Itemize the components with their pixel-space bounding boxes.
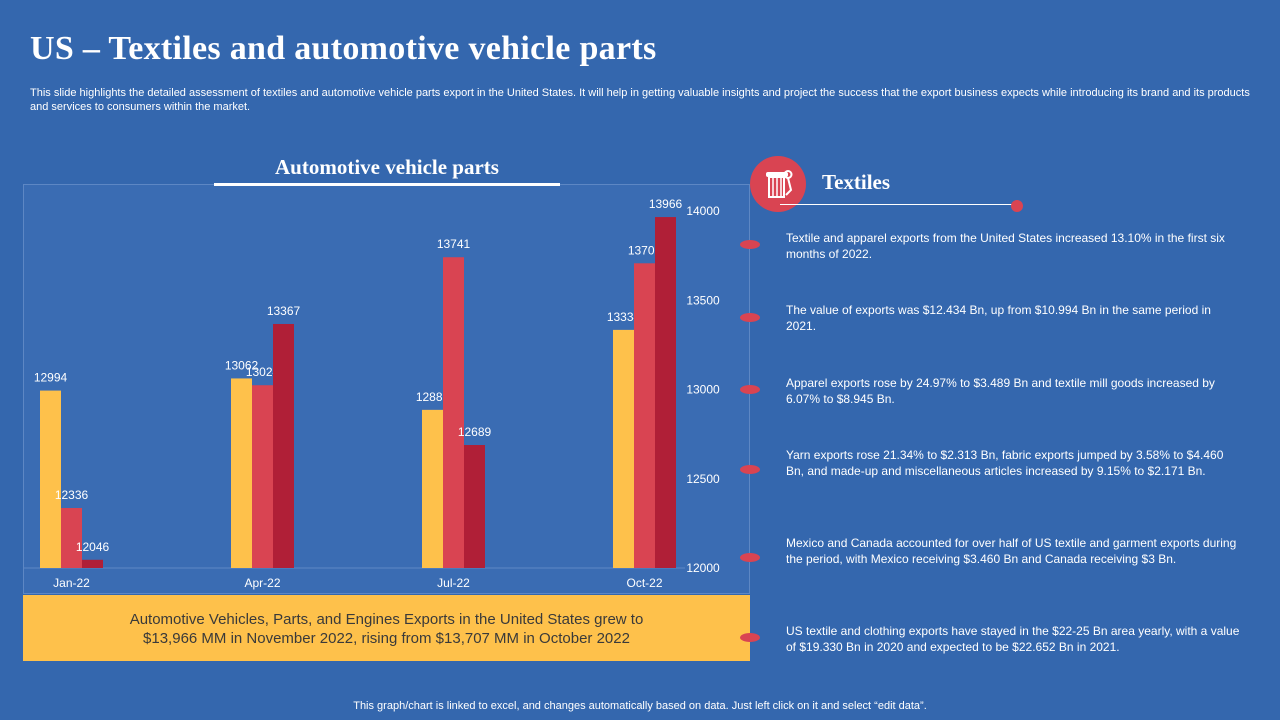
data-label: 12046 [76, 540, 110, 554]
data-label: 12886 [416, 390, 450, 404]
data-label: 12336 [55, 488, 89, 502]
footer-note: This graph/chart is linked to excel, and… [353, 700, 927, 712]
data-label: 13062 [225, 358, 259, 372]
y-tick-label: 14000 [686, 204, 720, 218]
bar [40, 390, 61, 568]
bar [655, 217, 676, 568]
x-tick-label: Oct-22 [626, 576, 662, 590]
bar [231, 378, 252, 568]
data-label: 12689 [458, 425, 492, 439]
bar [252, 385, 273, 568]
bullet-dot [740, 313, 760, 322]
data-label: 13707 [628, 243, 662, 257]
bar [443, 257, 464, 568]
data-label: 13334 [607, 310, 641, 324]
bullet-dot [740, 633, 760, 642]
chart-heading: Automotive vehicle parts [275, 155, 499, 179]
chart-callout: Automotive Vehicles, Parts, and Engines … [23, 595, 750, 661]
data-label: 13367 [267, 304, 301, 318]
textiles-title: Textiles [822, 170, 891, 194]
textiles-point-4: Yarn exports rose 21.34% to $2.313 Bn, f… [786, 448, 1224, 478]
x-tick-label: Jan-22 [53, 576, 90, 590]
bar [634, 263, 655, 568]
bar [273, 323, 294, 568]
data-label: 13024 [246, 365, 280, 379]
bullet-dot [740, 553, 760, 562]
page-title: US – Textiles and automotive vehicle par… [30, 30, 657, 67]
textiles-divider-dot [1011, 200, 1023, 212]
y-tick-label: 13000 [686, 383, 720, 397]
callout-line-2: $13,966 MM in November 2022, rising from… [143, 630, 630, 647]
bullet-dot [740, 240, 760, 249]
x-tick-label: Jul-22 [437, 576, 470, 590]
y-tick-label: 12500 [686, 472, 720, 486]
fabric-roll-icon [766, 170, 793, 198]
callout-line-1: Automotive Vehicles, Parts, and Engines … [129, 611, 644, 628]
bullet-dot [740, 385, 760, 394]
data-label: 13741 [437, 237, 471, 251]
textiles-point-3: Apparel exports rose by 24.97% to $3.489… [786, 376, 1215, 406]
bar [464, 445, 485, 568]
textiles-point-1: Textile and apparel exports from the Uni… [786, 231, 1225, 261]
textiles-badge [750, 156, 806, 212]
textiles-point-5: Mexico and Canada accounted for over hal… [786, 536, 1237, 566]
bar [82, 559, 103, 568]
x-tick-label: Apr-22 [244, 576, 280, 590]
bar [422, 409, 443, 568]
textiles-point-2: The value of exports was $12.434 Bn, up … [786, 303, 1211, 333]
bar [61, 508, 82, 568]
y-tick-label: 13500 [686, 293, 720, 307]
textiles-point-6: US textile and clothing exports have sta… [786, 624, 1240, 654]
y-tick-label: 12000 [686, 561, 720, 575]
data-label: 13966 [649, 197, 683, 211]
bullet-dot [740, 465, 760, 474]
chart-heading-underline [214, 183, 560, 186]
data-label: 12994 [34, 371, 68, 385]
page-subtitle: This slide highlights the detailed asses… [30, 87, 1250, 113]
bar [613, 329, 634, 568]
textiles-divider [780, 204, 1014, 205]
